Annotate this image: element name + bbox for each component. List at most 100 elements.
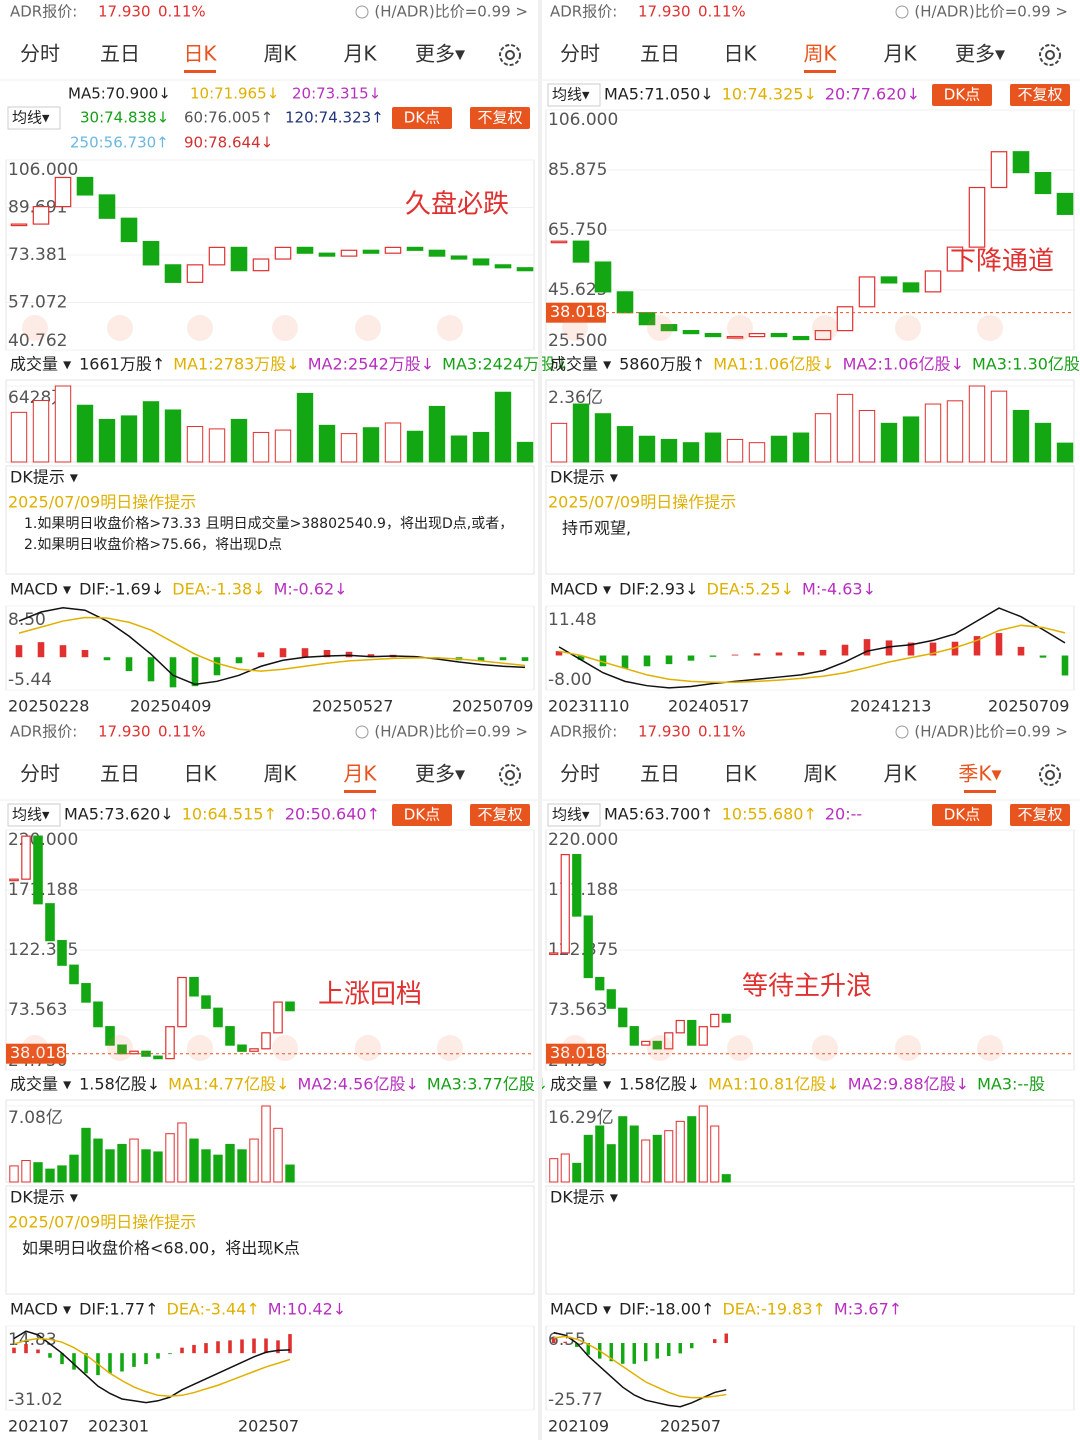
badge[interactable]	[1010, 804, 1070, 826]
ma-button-box[interactable]	[7, 803, 61, 827]
tab[interactable]: 月K	[883, 42, 917, 66]
badge-label[interactable]: 不复权	[1017, 806, 1062, 824]
ma-button-box[interactable]	[547, 83, 601, 107]
tab[interactable]: 月K	[883, 762, 917, 786]
badge-label[interactable]: 不复权	[1017, 86, 1062, 104]
chart-tool[interactable]	[812, 1035, 838, 1061]
adr-ratio[interactable]: (H/ADR)比价=0.99 >	[374, 723, 528, 741]
chart-tool[interactable]	[272, 1035, 298, 1061]
volume-bar	[105, 1149, 115, 1183]
badge[interactable]	[392, 804, 452, 826]
chart-tool[interactable]	[812, 315, 838, 341]
badge[interactable]	[470, 107, 530, 129]
tab[interactable]: 周K	[803, 42, 837, 66]
chart-tool[interactable]	[22, 1035, 48, 1061]
badge[interactable]	[470, 804, 530, 826]
chart-tool[interactable]	[562, 315, 588, 341]
tab[interactable]: 日K	[723, 42, 757, 66]
chart-tool[interactable]	[355, 315, 381, 341]
adr-ratio[interactable]: (H/ADR)比价=0.99 >	[914, 3, 1068, 21]
volume-bar	[594, 413, 612, 463]
ma-button[interactable]: 均线▾	[552, 806, 590, 824]
settings-icon[interactable]	[1039, 44, 1061, 66]
adr-ratio[interactable]: (H/ADR)比价=0.99 >	[914, 723, 1068, 741]
chart-tool[interactable]	[977, 1035, 1003, 1061]
candle	[32, 205, 50, 225]
badge-label[interactable]: 不复权	[477, 109, 522, 127]
chart-tool[interactable]	[727, 315, 753, 341]
chart-tool[interactable]	[895, 1035, 921, 1061]
badge-label[interactable]: DK点	[404, 806, 440, 824]
legend-item: MACD ▾	[10, 580, 71, 599]
date-label: 20250527	[312, 697, 393, 716]
chart-tool[interactable]	[437, 1035, 463, 1061]
badge[interactable]	[932, 84, 992, 106]
badge-label[interactable]: DK点	[404, 109, 440, 127]
tab[interactable]: 五日	[100, 762, 140, 786]
dk-title[interactable]: DK提示 ▾	[10, 1188, 78, 1207]
tab[interactable]: 日K	[183, 42, 217, 66]
ma-button[interactable]: 均线▾	[552, 86, 590, 104]
dk-title[interactable]: DK提示 ▾	[550, 1188, 618, 1207]
candle	[560, 853, 570, 954]
legend-item: DEA:-19.83↑	[722, 1300, 825, 1319]
tab[interactable]: 分时	[20, 762, 60, 786]
tab[interactable]: 分时	[560, 42, 600, 66]
chart-tool[interactable]	[355, 1035, 381, 1061]
chart-tool[interactable]	[562, 1035, 588, 1061]
badge[interactable]	[392, 107, 452, 129]
tab-underline	[964, 790, 996, 793]
chart-tool[interactable]	[107, 1035, 133, 1061]
tab[interactable]: 周K	[263, 42, 297, 66]
chart-tool[interactable]	[727, 1035, 753, 1061]
chart-tool[interactable]	[187, 315, 213, 341]
help-icon	[895, 5, 909, 19]
settings-icon[interactable]	[499, 764, 521, 786]
ma-button[interactable]: 均线▾	[12, 109, 50, 127]
dk-title[interactable]: DK提示 ▾	[550, 468, 618, 487]
adr-ratio[interactable]: (H/ADR)比价=0.99 >	[374, 3, 528, 21]
candle	[105, 1026, 115, 1046]
tab[interactable]: 更多▾	[955, 42, 1005, 66]
ma-button-box[interactable]	[547, 803, 601, 827]
badge[interactable]	[1010, 84, 1070, 106]
volume-bar	[494, 391, 512, 463]
badge-label[interactable]: 不复权	[477, 806, 522, 824]
chart-tool[interactable]	[22, 315, 48, 341]
tab[interactable]: 月K	[343, 42, 377, 66]
chart-tool[interactable]	[272, 315, 298, 341]
tab[interactable]: 日K	[183, 762, 217, 786]
chart-tool[interactable]	[437, 315, 463, 341]
tab[interactable]: 分时	[20, 42, 60, 66]
dk-title[interactable]: DK提示 ▾	[10, 468, 78, 487]
chart-tool[interactable]	[647, 315, 673, 341]
tab[interactable]: 分时	[560, 762, 600, 786]
chart-tool[interactable]	[107, 315, 133, 341]
tab[interactable]: 五日	[100, 42, 140, 66]
legend-item: DIF:-18.00↑	[619, 1300, 714, 1319]
tab[interactable]: 五日	[640, 762, 680, 786]
tab[interactable]: 日K	[723, 762, 757, 786]
ma-button-box[interactable]	[7, 106, 61, 130]
badge-label[interactable]: DK点	[944, 86, 980, 104]
badge[interactable]	[932, 804, 992, 826]
tab[interactable]: 周K	[263, 762, 297, 786]
tab[interactable]: 更多▾	[415, 42, 465, 66]
volume-bar	[1012, 409, 1030, 463]
tab[interactable]: 季K▾	[958, 762, 1001, 786]
ma-button[interactable]: 均线▾	[12, 806, 50, 824]
settings-icon[interactable]	[1039, 764, 1061, 786]
ma-item: MA5:70.900↓	[68, 85, 171, 103]
tab[interactable]: 五日	[640, 42, 680, 66]
price-tick-label: 122.375	[548, 940, 618, 960]
badge-label[interactable]: DK点	[944, 806, 980, 824]
settings-icon[interactable]	[499, 44, 521, 66]
tab[interactable]: 更多▾	[415, 762, 465, 786]
chart-tool[interactable]	[895, 315, 921, 341]
dk-line: 持币观望,	[562, 519, 631, 538]
tab[interactable]: 周K	[803, 762, 837, 786]
chart-tool[interactable]	[977, 315, 1003, 341]
chart-tool[interactable]	[647, 1035, 673, 1061]
tab[interactable]: 月K	[343, 762, 377, 786]
chart-tool[interactable]	[187, 1035, 213, 1061]
